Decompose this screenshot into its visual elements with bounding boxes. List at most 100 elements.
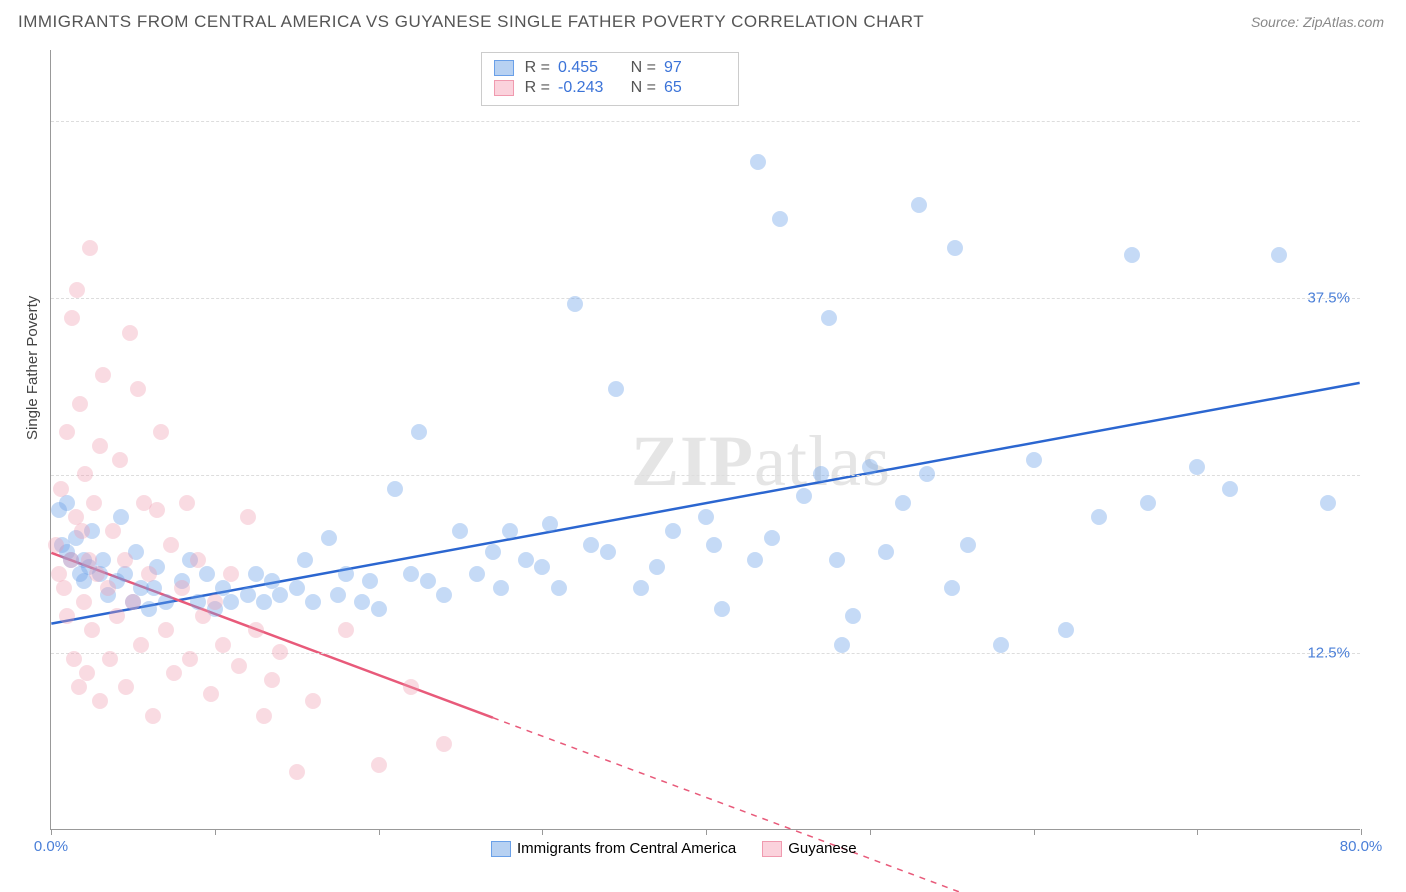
stats-row: R =-0.243N =65 [494,79,726,97]
scatter-point [133,637,149,653]
scatter-point [56,580,72,596]
scatter-point [130,381,146,397]
scatter-point [338,622,354,638]
x-tick [51,829,52,835]
scatter-point [534,559,550,575]
scatter-point [911,197,927,213]
gridline-h [51,653,1360,654]
scatter-point [919,466,935,482]
x-tick-label: 0.0% [34,838,68,855]
scatter-point [158,594,174,610]
x-tick [706,829,707,835]
scatter-point [264,672,280,688]
series-swatch [494,80,514,96]
scatter-point [272,587,288,603]
scatter-point [163,537,179,553]
scatter-point [195,608,211,624]
scatter-point [166,665,182,681]
scatter-point [813,466,829,482]
scatter-point [305,693,321,709]
scatter-point [567,296,583,312]
scatter-point [747,552,763,568]
x-tick [1034,829,1035,835]
scatter-point [436,736,452,752]
scatter-point [1271,247,1287,263]
scatter-point [82,240,98,256]
stat-n-value: 97 [664,59,726,77]
scatter-point [66,651,82,667]
scatter-point [248,566,264,582]
scatter-point [109,608,125,624]
stat-n-label: N = [628,79,656,97]
scatter-point [118,679,134,695]
scatter-point [174,580,190,596]
scatter-point [551,580,567,596]
x-tick [379,829,380,835]
scatter-point [141,601,157,617]
scatter-point [48,537,64,553]
scatter-point [764,530,780,546]
scatter-point [485,544,501,560]
scatter-point [772,211,788,227]
trend-line-dashed [493,718,1360,892]
plot-area: ZIPatlas R =0.455N =97R =-0.243N =65 Imm… [50,50,1360,830]
scatter-point [158,622,174,638]
legend-item: Immigrants from Central America [491,840,736,857]
stat-r-value: 0.455 [558,59,620,77]
scatter-point [1189,459,1205,475]
scatter-point [895,495,911,511]
scatter-point [371,757,387,773]
scatter-point [608,381,624,397]
x-tick [542,829,543,835]
scatter-point [542,516,558,532]
scatter-point [862,459,878,475]
scatter-point [203,686,219,702]
scatter-point [122,325,138,341]
legend-item: Guyanese [762,840,856,857]
x-tick [1361,829,1362,835]
scatter-point [64,310,80,326]
scatter-point [289,580,305,596]
scatter-point [76,594,92,610]
scatter-point [878,544,894,560]
scatter-point [113,509,129,525]
scatter-point [297,552,313,568]
scatter-point [665,523,681,539]
scatter-point [79,665,95,681]
scatter-point [179,495,195,511]
scatter-point [1091,509,1107,525]
scatter-point [403,566,419,582]
legend-label: Immigrants from Central America [517,840,736,857]
scatter-point [698,509,714,525]
scatter-point [145,708,161,724]
scatter-point [63,552,79,568]
stat-r-label: R = [522,59,550,77]
scatter-point [112,452,128,468]
scatter-point [89,566,105,582]
scatter-point [960,537,976,553]
stat-n-value: 65 [664,79,726,97]
scatter-point [706,537,722,553]
correlation-stats-box: R =0.455N =97R =-0.243N =65 [481,52,739,106]
scatter-point [190,552,206,568]
scatter-point [411,424,427,440]
y-tick-label: 37.5% [1307,290,1350,307]
scatter-point [146,580,162,596]
scatter-point [387,481,403,497]
y-tick-label: 12.5% [1307,644,1350,661]
scatter-point [105,523,121,539]
scatter-point [1026,452,1042,468]
scatter-point [207,594,223,610]
scatter-point [86,495,102,511]
scatter-point [74,523,90,539]
scatter-point [354,594,370,610]
scatter-point [371,601,387,617]
scatter-point [321,530,337,546]
gridline-h [51,475,1360,476]
scatter-point [117,566,133,582]
scatter-point [256,708,272,724]
chart-title: IMMIGRANTS FROM CENTRAL AMERICA VS GUYAN… [18,12,924,32]
scatter-point [125,594,141,610]
scatter-point [583,537,599,553]
scatter-point [947,240,963,256]
